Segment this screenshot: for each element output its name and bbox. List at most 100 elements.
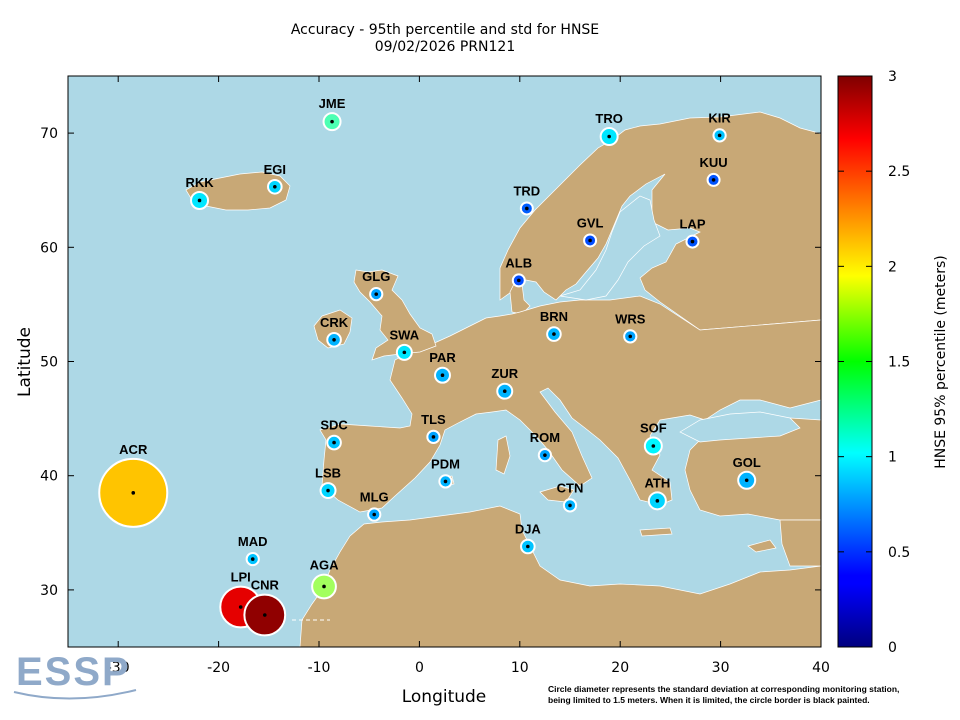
station-dot	[744, 478, 749, 483]
station-dot	[607, 134, 611, 139]
colorbar-tick-label: 2	[888, 259, 897, 275]
station-label-tro: TRO	[595, 111, 622, 126]
chart-subtitle: 09/02/2026 PRN121	[374, 39, 516, 55]
station-label-sdc: SDC	[320, 418, 348, 433]
station-dot	[262, 613, 267, 617]
station-label-lsb: LSB	[315, 466, 341, 481]
station-label-acr: ACR	[119, 442, 148, 457]
land-cyprus	[747, 539, 777, 553]
station-label-jme: JME	[319, 96, 346, 111]
station-dot	[502, 389, 507, 393]
station-dot	[526, 544, 530, 549]
station-dot	[443, 479, 448, 484]
colorbar-tick-label: 1	[888, 450, 897, 466]
landmasses	[185, 111, 821, 647]
x-tick-label: 40	[812, 660, 830, 676]
station-dot	[543, 453, 547, 457]
station-dot	[322, 584, 326, 589]
station-dot	[655, 499, 660, 503]
station-label-brn: BRN	[540, 309, 568, 324]
station-dot	[372, 512, 377, 517]
station-label-zur: ZUR	[491, 366, 518, 381]
station-label-lpi: LPI	[231, 570, 251, 585]
station-label-par: PAR	[429, 350, 456, 365]
land-iceland	[185, 171, 291, 211]
station-dot	[402, 350, 407, 355]
station-dot	[516, 278, 521, 283]
station-dot	[525, 206, 529, 211]
land-ireland	[313, 309, 353, 349]
footnote: Circle diameter represents the standard …	[548, 684, 960, 706]
y-tick-label: 60	[40, 240, 58, 256]
station-label-swa: SWA	[390, 327, 420, 342]
station-dot	[273, 184, 277, 189]
land-north-africa	[299, 505, 821, 647]
station-dot	[332, 440, 336, 445]
colorbar-tick-label: 3	[888, 69, 897, 85]
footnote-line-1: Circle diameter represents the standard …	[548, 684, 900, 694]
station-label-rkk: RKK	[185, 175, 214, 190]
station-label-mad: MAD	[238, 534, 268, 549]
chart-title: Accuracy - 95th percentile and std for H…	[290, 22, 600, 38]
black-sea	[679, 411, 801, 443]
station-label-cnr: CNR	[251, 578, 280, 593]
station-label-kuu: KUU	[699, 155, 727, 170]
x-tick-label: 0	[415, 660, 424, 676]
station-dot	[552, 332, 556, 336]
station-dot	[197, 198, 202, 203]
station-label-ath: ATH	[644, 475, 670, 490]
station-label-tls: TLS	[421, 412, 446, 427]
footnote-line-2: being limited to 1.5 meters. When it is …	[548, 695, 870, 705]
station-dot	[628, 334, 633, 339]
station-dot	[568, 503, 572, 508]
y-axis-label: Latitude	[15, 327, 35, 397]
x-tick-label: 10	[511, 660, 529, 676]
station-dot	[238, 605, 243, 609]
station-dot	[374, 292, 379, 296]
station-dot	[690, 239, 695, 244]
station-label-rom: ROM	[530, 430, 560, 445]
station-label-trd: TRD	[513, 183, 540, 198]
station-label-egi: EGI	[264, 162, 286, 177]
colorbar-tick-label: 0.5	[888, 545, 910, 561]
land-sardinia	[495, 435, 511, 475]
station-label-mlg: MLG	[360, 490, 389, 505]
y-axis: 30 40 50 60 70	[40, 126, 821, 599]
station-dot	[332, 338, 336, 342]
station-label-aga: AGA	[310, 558, 340, 573]
colorbar-label: HNSE 95% percentile (meters)	[933, 255, 949, 469]
station-label-alb: ALB	[505, 255, 532, 270]
y-tick-label: 50	[40, 355, 58, 371]
station-dot	[717, 133, 722, 138]
station-dot	[326, 488, 330, 493]
x-tick-label: 20	[611, 660, 629, 676]
colorbar-tick-label: 1.5	[888, 355, 910, 371]
y-tick-label: 30	[40, 583, 58, 599]
x-tick-label: -10	[308, 660, 331, 676]
land-continent	[319, 295, 821, 513]
x-axis: -30 -20 -10 0 10 20 30 40	[107, 76, 830, 676]
station-label-gol: GOL	[733, 455, 761, 470]
station-dot	[330, 119, 334, 124]
station-label-glg: GLG	[362, 269, 390, 284]
y-tick-label: 40	[40, 469, 58, 485]
colorbar-axis: 0 0.5 1 1.5 2 2.5 3	[838, 69, 910, 656]
station-label-kir: KIR	[708, 110, 731, 125]
station-dot	[440, 373, 445, 378]
x-tick-label: -30	[107, 660, 130, 676]
station-label-lap: LAP	[679, 217, 705, 232]
land-scandinavia	[499, 111, 821, 331]
station-dot	[588, 238, 592, 243]
station-label-crk: CRK	[320, 315, 349, 330]
station-label-wrs: WRS	[615, 311, 646, 326]
station-label-sof: SOF	[640, 421, 667, 436]
station-label-pdm: PDM	[431, 456, 460, 471]
land-middle-east	[779, 519, 821, 567]
x-tick-label: 30	[712, 660, 730, 676]
land-sicily	[539, 485, 575, 503]
station-dot	[711, 178, 716, 182]
station-label-ctn: CTN	[557, 480, 584, 495]
